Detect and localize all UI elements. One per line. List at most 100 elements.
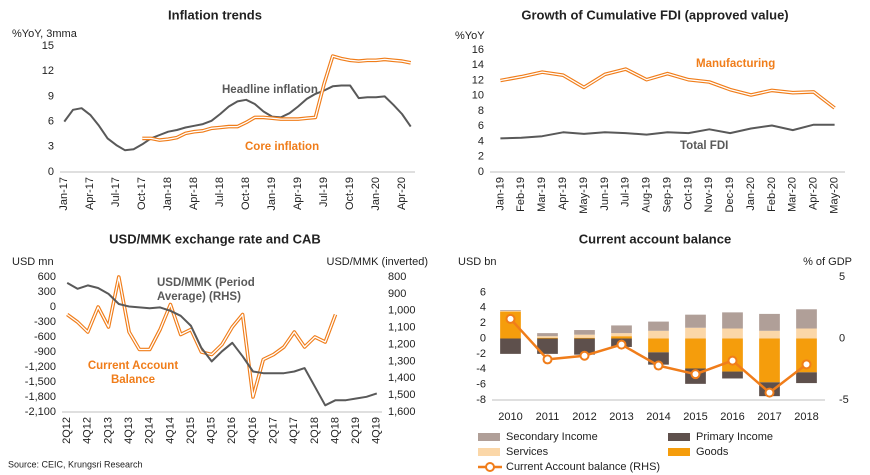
x-tick-label: Jul-17 bbox=[110, 177, 122, 207]
x-tick-label: 2Q15 bbox=[185, 417, 197, 444]
x-tick-label: Jul-19 bbox=[620, 177, 632, 207]
bar-segment bbox=[648, 321, 669, 331]
annotation: Manufacturing bbox=[696, 58, 775, 70]
x-tick-label: Apr-18 bbox=[188, 177, 200, 210]
line-marker bbox=[542, 354, 553, 365]
y-tick-label: 14 bbox=[472, 59, 484, 71]
x-tick-label: Feb-20 bbox=[766, 177, 778, 212]
y2-tick-label: -5 bbox=[839, 394, 849, 406]
bar-segment bbox=[722, 371, 743, 379]
x-tick-label: Dec-19 bbox=[724, 177, 736, 212]
bar-segment bbox=[685, 327, 706, 339]
bar-segment bbox=[759, 313, 780, 331]
bar-segment bbox=[648, 330, 669, 339]
y-tick-label: -1,800 bbox=[25, 391, 56, 403]
y-tick-label: -1,500 bbox=[25, 376, 56, 388]
chart-title: Inflation trends bbox=[168, 7, 262, 22]
bar-segment bbox=[685, 314, 706, 328]
y-tick-label: 0 bbox=[478, 166, 484, 178]
x-tick-label: 2Q16 bbox=[226, 417, 238, 444]
x-tick-label: 2Q18 bbox=[309, 417, 321, 444]
y-tick-label: -600 bbox=[34, 331, 56, 343]
x-tick-label: 4Q13 bbox=[123, 417, 135, 444]
x-tick-label: 2017 bbox=[757, 411, 781, 423]
bar-segment bbox=[537, 333, 558, 337]
y2-tick-label: 900 bbox=[388, 288, 406, 300]
x-tick-label: Jan-19 bbox=[266, 177, 278, 211]
bar-segment bbox=[685, 338, 706, 369]
y2-tick-label: 1,100 bbox=[388, 322, 416, 334]
bar-segment bbox=[500, 311, 521, 339]
x-tick-label: 4Q15 bbox=[206, 417, 218, 444]
x-tick-label: 2Q12 bbox=[61, 417, 73, 444]
chart-title: USD/MMK exchange rate and CAB bbox=[109, 231, 321, 246]
legend-label: Current Account balance (RHS) bbox=[506, 461, 660, 473]
x-tick-label: Apr-17 bbox=[84, 177, 96, 210]
line bbox=[66, 282, 378, 407]
y-tick-label: -2 bbox=[476, 348, 486, 360]
y2-tick-label: 1,400 bbox=[388, 372, 416, 384]
x-tick-label: Jul-18 bbox=[214, 177, 226, 207]
chart-title: Current account balance bbox=[579, 231, 731, 246]
legend-label: Goods bbox=[696, 446, 729, 458]
bar-segment bbox=[722, 312, 743, 329]
y2-axis-label: % of GDP bbox=[803, 256, 852, 268]
x-tick-label: Feb-19 bbox=[515, 177, 527, 212]
y-tick-label: 3 bbox=[48, 141, 54, 153]
annotation: Average) (RHS) bbox=[157, 291, 241, 303]
x-tick-label: 2Q19 bbox=[350, 417, 362, 444]
x-tick-label: 4Q14 bbox=[164, 417, 176, 444]
x-tick-label: 2016 bbox=[720, 411, 744, 423]
x-tick-label: Apr-19 bbox=[557, 177, 569, 210]
bar-segment bbox=[611, 336, 632, 339]
bar-segment bbox=[537, 337, 558, 339]
y-tick-label: 0 bbox=[480, 332, 486, 344]
bar-segment bbox=[722, 328, 743, 339]
x-tick-label: Oct-18 bbox=[240, 177, 252, 210]
x-tick-label: 2015 bbox=[683, 411, 707, 423]
x-tick-label: 2013 bbox=[609, 411, 633, 423]
bar-segment bbox=[648, 338, 669, 353]
x-tick-label: Jul-19 bbox=[318, 177, 330, 207]
y-tick-label: 600 bbox=[38, 271, 56, 283]
y2-tick-label: 5 bbox=[839, 271, 845, 283]
x-tick-label: Jan-18 bbox=[162, 177, 174, 211]
line bbox=[63, 84, 412, 152]
legend-label: Primary Income bbox=[696, 431, 773, 443]
y2-axis-label: USD/MMK (inverted) bbox=[327, 256, 428, 268]
legend-swatch bbox=[478, 448, 500, 456]
bar-segment bbox=[796, 309, 817, 329]
y-tick-label: 6 bbox=[478, 120, 484, 132]
line bbox=[500, 67, 836, 110]
y2-tick-label: 1,300 bbox=[388, 355, 416, 367]
annotation: Headline inflation bbox=[222, 84, 318, 96]
y-tick-label: 12 bbox=[472, 74, 484, 86]
x-tick-label: 2018 bbox=[794, 411, 818, 423]
line-inner bbox=[500, 68, 835, 109]
y-axis-label: %YoY, 3mma bbox=[12, 28, 78, 40]
y-tick-label: 2 bbox=[480, 317, 486, 329]
y-axis-label: %YoY bbox=[455, 30, 485, 42]
legend-swatch bbox=[478, 433, 500, 441]
x-tick-label: 4Q17 bbox=[288, 417, 300, 444]
y-tick-label: -2,100 bbox=[25, 406, 56, 418]
line-marker bbox=[616, 339, 627, 350]
bar-segment bbox=[796, 338, 817, 373]
y-tick-label: -900 bbox=[34, 346, 56, 358]
line bbox=[500, 123, 835, 140]
y-tick-label: 10 bbox=[472, 90, 484, 102]
bar-segment bbox=[759, 330, 780, 339]
x-tick-label: Jun-19 bbox=[599, 177, 611, 211]
bar-segment bbox=[574, 337, 595, 339]
annotation: Current Account bbox=[88, 360, 178, 372]
x-tick-label: 2011 bbox=[536, 411, 560, 423]
y2-tick-label: 0 bbox=[839, 332, 845, 344]
x-tick-label: 4Q16 bbox=[247, 417, 259, 444]
x-tick-label: Oct-19 bbox=[682, 177, 694, 210]
line-marker bbox=[579, 350, 590, 361]
y-tick-label: -8 bbox=[476, 394, 486, 406]
x-tick-label: May-19 bbox=[578, 177, 590, 214]
legend-swatch bbox=[668, 448, 690, 456]
legend-label: Secondary Income bbox=[506, 431, 598, 443]
